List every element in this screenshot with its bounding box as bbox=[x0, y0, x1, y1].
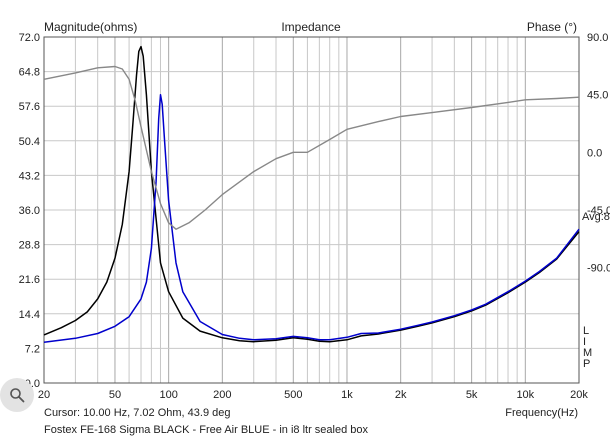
lens-badge[interactable] bbox=[0, 378, 34, 412]
limp-letter: P bbox=[583, 358, 590, 370]
series-line-phase bbox=[43, 65, 580, 230]
limp-letter: I bbox=[583, 336, 586, 348]
series-layer bbox=[43, 45, 580, 343]
frequency-tick-label: 200 bbox=[213, 389, 231, 401]
magnitude-tick-label: 43.2 bbox=[19, 170, 40, 182]
frequency-tick-label: 2k bbox=[395, 389, 407, 401]
frequency-tick-label: 10k bbox=[516, 389, 534, 401]
limp-letter: L bbox=[583, 325, 589, 337]
left-axis-label: Magnitude(ohms) bbox=[44, 20, 137, 34]
plot-frame bbox=[43, 36, 580, 384]
limp-letter: M bbox=[583, 347, 592, 359]
chart-caption: Fostex FE-168 Sigma BLACK - Free Air BLU… bbox=[44, 424, 369, 436]
grid bbox=[44, 37, 579, 383]
phase-tick-label: 0.0 bbox=[587, 147, 602, 159]
series-line-black bbox=[43, 45, 580, 343]
x-axis-label: Frequency(Hz) bbox=[505, 407, 578, 419]
series-line-blue bbox=[43, 93, 580, 343]
frequency-tick-label: 1k bbox=[341, 389, 353, 401]
magnitude-tick-label: 72.0 bbox=[19, 32, 40, 44]
phase-tick-label: -45.0 bbox=[587, 205, 610, 217]
magnitude-tick-label: 7.2 bbox=[25, 343, 40, 355]
phase-tick-labels: 90.0 45.0 0.0 -45.0 -90.0 bbox=[587, 32, 610, 275]
phase-tick-label: 45.0 bbox=[587, 90, 608, 102]
magnitude-tick-label: 64.8 bbox=[19, 67, 40, 79]
phase-tick-label: -90.0 bbox=[587, 263, 610, 275]
lens-icon bbox=[10, 388, 25, 403]
chart-title: Impedance bbox=[281, 20, 341, 34]
magnitude-tick-label: 50.4 bbox=[19, 136, 40, 148]
magnitude-tick-label: 21.6 bbox=[19, 274, 40, 286]
phase-tick-label: 90.0 bbox=[587, 32, 608, 44]
right-axis-label: Phase (°) bbox=[527, 20, 577, 34]
magnitude-tick-labels: 72.064.857.650.443.236.028.821.614.47.20… bbox=[19, 32, 40, 390]
cursor-readout: Cursor: 10.00 Hz, 7.02 Ohm, 43.9 deg bbox=[44, 407, 231, 419]
magnitude-tick-label: 28.8 bbox=[19, 240, 40, 252]
frequency-tick-label: 500 bbox=[284, 389, 302, 401]
magnitude-tick-label: 36.0 bbox=[19, 205, 40, 217]
frequency-tick-label: 20 bbox=[38, 389, 50, 401]
frequency-tick-label: 5k bbox=[466, 389, 478, 401]
frequency-tick-label: 50 bbox=[109, 389, 121, 401]
frequency-tick-label: 20k bbox=[570, 389, 588, 401]
magnitude-tick-label: 14.4 bbox=[19, 309, 40, 321]
magnitude-tick-label: 57.6 bbox=[19, 101, 40, 113]
avg-label: Avg:8 bbox=[582, 211, 610, 223]
frequency-tick-label: 100 bbox=[159, 389, 177, 401]
frequency-tick-labels: 20 50 100 200 500 1k 2k 5k 10k 20k bbox=[38, 389, 588, 401]
